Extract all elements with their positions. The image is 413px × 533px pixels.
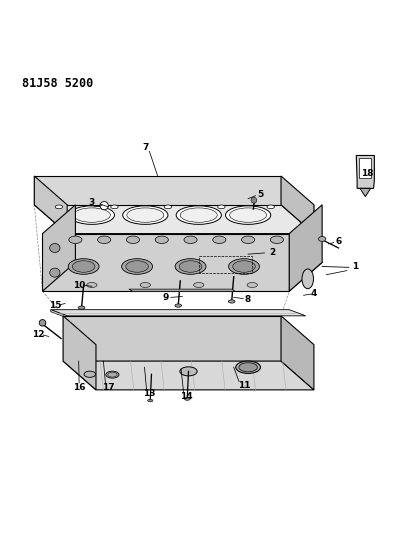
Polygon shape	[63, 316, 280, 361]
Ellipse shape	[68, 259, 99, 274]
Ellipse shape	[180, 208, 217, 222]
Ellipse shape	[72, 261, 95, 272]
Ellipse shape	[50, 244, 60, 253]
Circle shape	[100, 201, 108, 210]
Ellipse shape	[270, 236, 283, 244]
Ellipse shape	[175, 259, 206, 274]
Ellipse shape	[247, 282, 257, 287]
Ellipse shape	[175, 304, 181, 307]
Ellipse shape	[184, 398, 190, 400]
Circle shape	[250, 197, 256, 203]
Text: 1: 1	[351, 262, 357, 271]
Ellipse shape	[126, 236, 139, 244]
Text: 6: 6	[335, 237, 341, 246]
Text: 11: 11	[237, 381, 249, 390]
Ellipse shape	[266, 205, 274, 209]
Ellipse shape	[229, 208, 266, 222]
Ellipse shape	[217, 205, 225, 209]
Polygon shape	[51, 310, 67, 318]
Ellipse shape	[228, 300, 235, 303]
Polygon shape	[128, 289, 235, 292]
Text: 18: 18	[360, 169, 373, 179]
Ellipse shape	[179, 367, 197, 376]
Ellipse shape	[140, 282, 150, 287]
Ellipse shape	[106, 371, 119, 378]
Ellipse shape	[126, 261, 148, 272]
Ellipse shape	[183, 236, 197, 244]
Ellipse shape	[86, 282, 97, 287]
Polygon shape	[43, 205, 75, 291]
Text: 9: 9	[162, 293, 169, 302]
Ellipse shape	[126, 208, 164, 222]
Ellipse shape	[176, 206, 221, 224]
Ellipse shape	[55, 205, 62, 209]
Ellipse shape	[50, 268, 60, 277]
Text: 2: 2	[269, 248, 275, 256]
Polygon shape	[34, 176, 67, 233]
Polygon shape	[356, 156, 373, 188]
Ellipse shape	[238, 363, 257, 372]
Ellipse shape	[69, 206, 114, 224]
Ellipse shape	[225, 206, 270, 224]
Ellipse shape	[122, 206, 168, 224]
Ellipse shape	[241, 236, 254, 244]
Text: 12: 12	[32, 330, 45, 339]
Ellipse shape	[39, 320, 46, 326]
Text: 3: 3	[88, 198, 95, 207]
Polygon shape	[289, 205, 321, 291]
Ellipse shape	[147, 399, 152, 402]
Ellipse shape	[69, 236, 82, 244]
Ellipse shape	[111, 205, 118, 209]
Text: 8: 8	[244, 295, 251, 304]
Ellipse shape	[84, 371, 95, 377]
Text: 14: 14	[180, 392, 192, 400]
Text: 17: 17	[102, 383, 114, 392]
Text: 7: 7	[142, 143, 148, 152]
Polygon shape	[280, 316, 313, 390]
Text: 5: 5	[257, 190, 263, 199]
Text: 13: 13	[143, 390, 155, 399]
Text: 15: 15	[48, 301, 61, 310]
Ellipse shape	[212, 236, 225, 244]
Ellipse shape	[107, 372, 117, 377]
Ellipse shape	[121, 259, 152, 274]
Polygon shape	[51, 310, 305, 316]
Text: 4: 4	[310, 289, 316, 298]
Ellipse shape	[301, 269, 313, 289]
Ellipse shape	[164, 205, 171, 209]
Ellipse shape	[155, 236, 168, 244]
Ellipse shape	[73, 208, 110, 222]
Polygon shape	[280, 176, 313, 233]
Ellipse shape	[97, 236, 111, 244]
Ellipse shape	[78, 306, 85, 309]
Polygon shape	[43, 233, 289, 291]
Polygon shape	[358, 158, 370, 178]
Polygon shape	[43, 262, 321, 291]
Ellipse shape	[179, 261, 202, 272]
Polygon shape	[34, 176, 280, 205]
Text: 16: 16	[73, 383, 85, 392]
Ellipse shape	[193, 282, 204, 287]
Ellipse shape	[318, 237, 325, 241]
Ellipse shape	[235, 361, 260, 374]
Polygon shape	[63, 316, 96, 390]
Ellipse shape	[232, 261, 255, 272]
Polygon shape	[34, 205, 313, 233]
Polygon shape	[63, 361, 313, 390]
Polygon shape	[359, 188, 370, 197]
Text: 81J58 5200: 81J58 5200	[22, 77, 93, 90]
Text: 10: 10	[73, 280, 85, 289]
Ellipse shape	[228, 259, 259, 274]
